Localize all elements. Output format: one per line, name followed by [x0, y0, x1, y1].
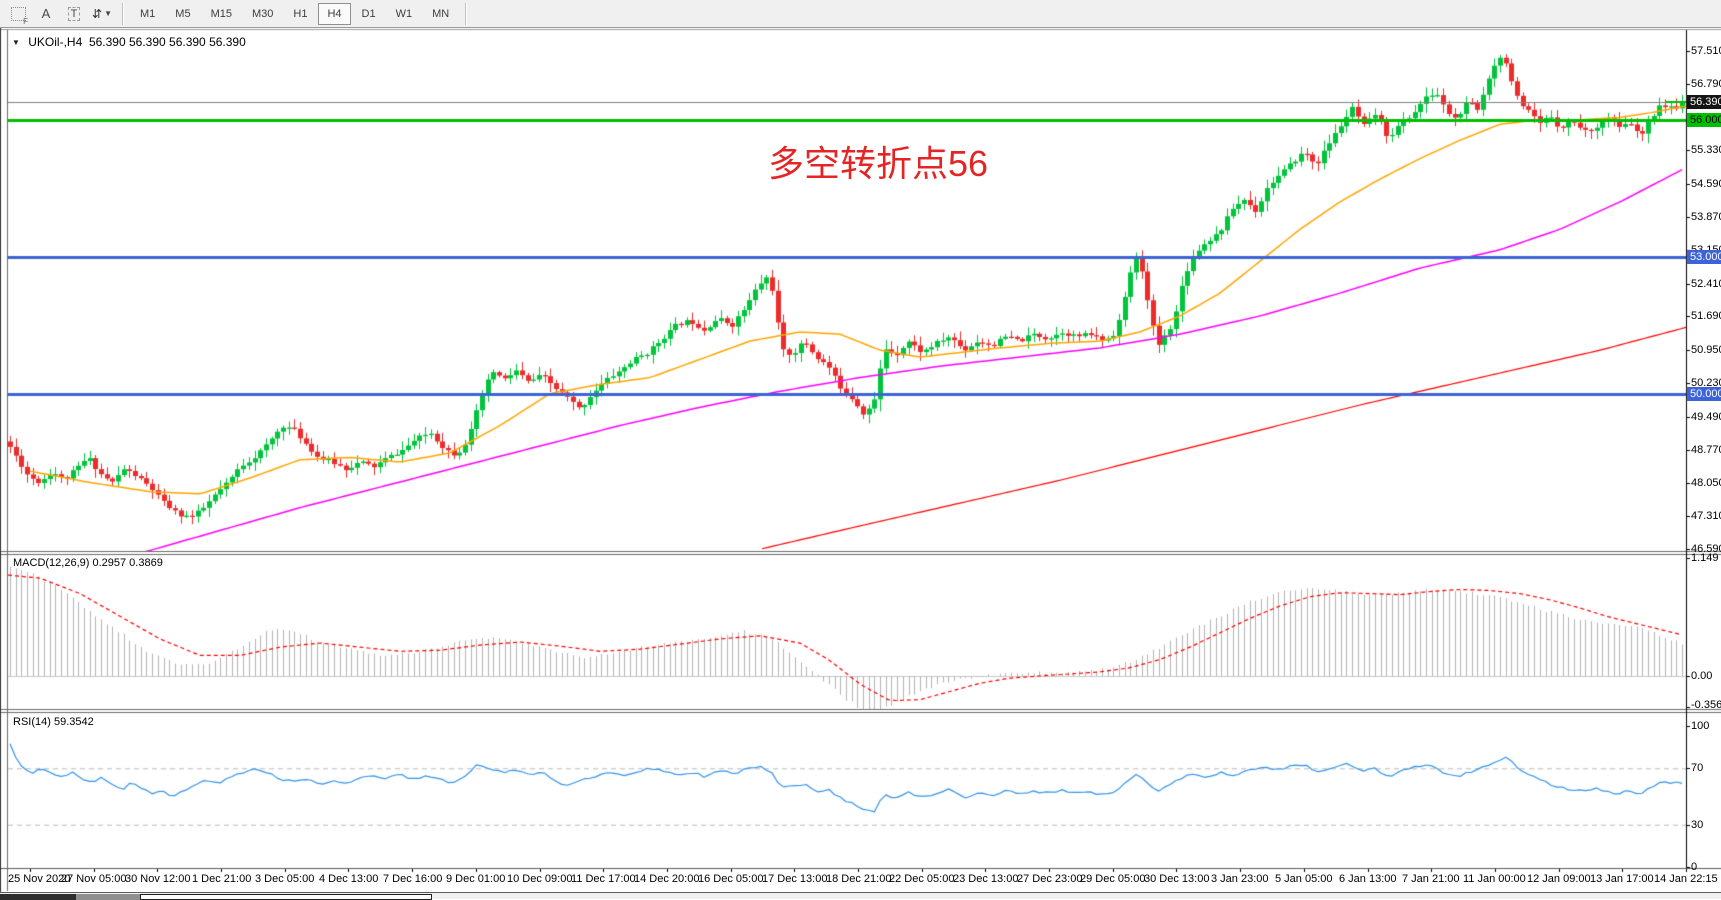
price-axis-tick-label: 57.510: [1691, 45, 1721, 57]
date-axis-label: 12 Jan 09:00: [1527, 873, 1591, 885]
rsi-axis-tick-label: 70: [1691, 762, 1704, 774]
toolbar-separator: [122, 2, 124, 25]
date-axis-label: 22 Dec 05:00: [889, 873, 955, 885]
dotted-box-glyph: [10, 6, 26, 21]
timeframe-button-w1[interactable]: W1: [395, 7, 413, 20]
timeframe-button-h4[interactable]: H4: [318, 2, 351, 25]
text-box-glyph: T: [67, 6, 81, 21]
main-price-panel[interactable]: [8, 30, 1686, 551]
rsi-axis-tick-label: 30: [1691, 819, 1704, 831]
macd-axis-tick-label: 1.149: [1691, 552, 1719, 564]
rsi-indicator-label: RSI(14) 59.3542: [13, 716, 94, 728]
date-axis-label: 17 Dec 13:00: [762, 873, 828, 885]
macd-axis-tick-label: -0.356: [1691, 699, 1721, 711]
rsi-axis-tick-label: 100: [1691, 720, 1710, 732]
date-axis-label: 23 Dec 13:00: [953, 873, 1019, 885]
timeframe-button-d1[interactable]: D1: [361, 7, 376, 20]
price-axis-tick-label: 46.590: [1691, 543, 1721, 555]
timeframe-button-mn[interactable]: MN: [432, 7, 450, 20]
date-axis-label: 9 Dec 01:00: [446, 873, 506, 885]
price-axis-tick-label: 56.790: [1691, 78, 1721, 90]
timeframe-button-m5[interactable]: M5: [175, 7, 191, 20]
date-axis-label: 18 Dec 21:00: [826, 873, 892, 885]
date-axis-label: 11 Dec 17:00: [571, 873, 636, 885]
price-axis-tick-label: 52.410: [1691, 278, 1721, 290]
scrollbar-track-segment[interactable]: [140, 894, 432, 900]
price-axis-tick-label: 53.870: [1691, 211, 1721, 223]
date-axis-label: 14 Jan 22:15: [1654, 873, 1718, 885]
date-axis-label: 27 Dec 23:00: [1017, 873, 1083, 885]
date-axis-label: 13 Jan 17:00: [1590, 873, 1654, 885]
chart-annotation-text: 多空转折点56: [768, 143, 989, 184]
date-axis-label: 29 Dec 05:00: [1080, 873, 1146, 885]
symbol-header: ▼ UKOil-,H4 56.390 56.390 56.390 56.390: [12, 35, 246, 49]
date-axis-label: 4 Dec 13:00: [319, 873, 379, 885]
dropdown-caret-icon: ▼: [104, 9, 112, 18]
date-axis-label: 16 Dec 05:00: [698, 873, 764, 885]
text-box-icon[interactable]: T: [62, 2, 86, 26]
rsi-panel[interactable]: [8, 713, 1686, 868]
price-axis-tick-label: 48.770: [1691, 444, 1721, 456]
level-badge-50.000: 50.000: [1687, 387, 1721, 401]
date-axis-label: 10 Dec 09:00: [507, 873, 573, 885]
date-axis-label: 1 Dec 21:00: [192, 873, 252, 885]
toolbar-separator: [465, 2, 468, 25]
timeframe-button-m1[interactable]: M1: [140, 7, 156, 20]
timeframe-button-m30[interactable]: M30: [251, 7, 274, 20]
arrange-arrows-icon[interactable]: ⇵ ▼: [90, 2, 114, 26]
date-axis-label: 5 Jan 05:00: [1275, 873, 1333, 885]
horizontal-scrollbar[interactable]: [0, 892, 1721, 900]
date-axis-label: 11 Jan 00:00: [1463, 873, 1526, 885]
scrollbar-thumb[interactable]: [0, 894, 76, 900]
date-axis-label: 25 Nov 2020: [8, 873, 71, 885]
timeframe-button-m15[interactable]: M15: [210, 7, 232, 20]
date-axis-label: 3 Dec 05:00: [255, 873, 315, 885]
template-f-letter: F: [23, 16, 28, 26]
date-axis-label: 6 Jan 13:00: [1339, 873, 1397, 885]
price-axis-tick-label: 47.310: [1691, 510, 1721, 522]
price-axis-tick-label: 49.490: [1691, 411, 1721, 423]
current-price-badge: 56.390: [1687, 95, 1721, 109]
chart-dropdown-icon[interactable]: ▼: [12, 38, 20, 47]
date-axis-label: 3 Jan 23:00: [1211, 873, 1269, 885]
price-axis-tick-label: 50.230: [1691, 377, 1721, 389]
macd-panel[interactable]: [8, 555, 1686, 710]
macd-axis-tick-label: 0.00: [1691, 670, 1713, 682]
ohlc-values: 56.390 56.390 56.390 56.390: [88, 35, 246, 49]
date-axis-label: 27 Nov 05:00: [61, 873, 127, 885]
level-badge-53.000: 53.000: [1687, 250, 1721, 264]
price-axis-tick-label: 55.330: [1691, 144, 1721, 156]
price-axis-tick-label: 50.950: [1691, 344, 1721, 356]
price-axis-tick-label: 51.690: [1691, 310, 1721, 322]
rsi-axis-tick-label: 0: [1691, 861, 1698, 873]
scrollbar-thumb-shadow: [76, 894, 140, 900]
price-axis-tick-label: 54.590: [1691, 178, 1721, 190]
macd-indicator-label: MACD(12,26,9) 0.2957 0.3869: [13, 557, 163, 569]
timeframe-button-group: M1 M5 M15 M30 H1 H4 D1 W1 MN: [130, 2, 459, 25]
level-badge-56.000: 56.000: [1687, 113, 1721, 127]
price-axis-tick-label: 48.050: [1691, 477, 1721, 489]
symbol-name: UKOil-,H4: [28, 35, 83, 49]
date-axis-label: 7 Jan 21:00: [1402, 873, 1460, 885]
date-axis-label: 14 Dec 20:00: [634, 873, 700, 885]
date-axis-label: 30 Dec 13:00: [1144, 873, 1210, 885]
toolbar: F A T ⇵ ▼ M1 M5 M15 M30 H1 H4 D1 W1 MN: [0, 0, 1721, 28]
date-axis-label: 7 Dec 16:00: [383, 873, 443, 885]
template-f-icon[interactable]: F: [6, 2, 30, 26]
arrows-glyph: ⇵: [92, 6, 102, 21]
timeframe-button-h1[interactable]: H1: [293, 7, 308, 20]
date-axis-label: 30 Nov 12:00: [125, 873, 191, 885]
text-label-icon[interactable]: A: [41, 6, 51, 21]
